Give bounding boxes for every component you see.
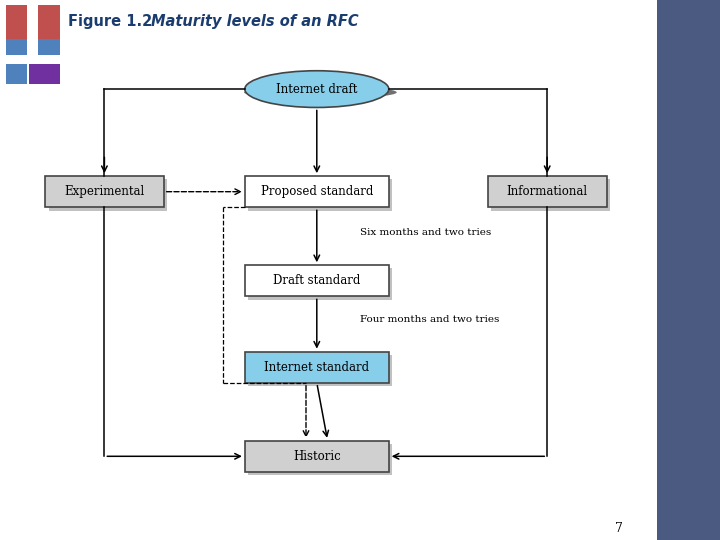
Text: 7: 7 <box>616 522 623 535</box>
Ellipse shape <box>244 86 397 99</box>
FancyBboxPatch shape <box>245 176 389 207</box>
Bar <box>6 39 60 84</box>
Bar <box>657 0 720 540</box>
FancyBboxPatch shape <box>248 355 392 386</box>
Text: Internet draft: Internet draft <box>276 83 358 96</box>
FancyBboxPatch shape <box>245 352 389 383</box>
Text: Figure 1.2: Figure 1.2 <box>68 14 153 29</box>
Text: Experimental: Experimental <box>64 185 145 198</box>
Bar <box>27 5 38 84</box>
FancyBboxPatch shape <box>245 441 389 472</box>
FancyBboxPatch shape <box>248 268 392 300</box>
Ellipse shape <box>245 71 389 107</box>
FancyBboxPatch shape <box>45 176 163 207</box>
Bar <box>65 23 655 27</box>
FancyBboxPatch shape <box>245 265 389 296</box>
Text: Historic: Historic <box>293 450 341 463</box>
Text: Maturity levels of an RFC: Maturity levels of an RFC <box>151 14 359 29</box>
Text: Internet standard: Internet standard <box>264 361 369 374</box>
Text: Draft standard: Draft standard <box>273 274 361 287</box>
Bar <box>6 55 60 64</box>
Text: Four months and two tries: Four months and two tries <box>360 315 500 324</box>
FancyBboxPatch shape <box>248 444 392 475</box>
Text: Informational: Informational <box>507 185 588 198</box>
FancyBboxPatch shape <box>48 179 167 211</box>
Text: Proposed standard: Proposed standard <box>261 185 373 198</box>
FancyBboxPatch shape <box>488 176 606 207</box>
Bar <box>29 64 60 84</box>
Bar <box>6 5 60 50</box>
Text: Six months and two tries: Six months and two tries <box>360 228 491 237</box>
FancyBboxPatch shape <box>491 179 611 211</box>
FancyBboxPatch shape <box>248 179 392 211</box>
